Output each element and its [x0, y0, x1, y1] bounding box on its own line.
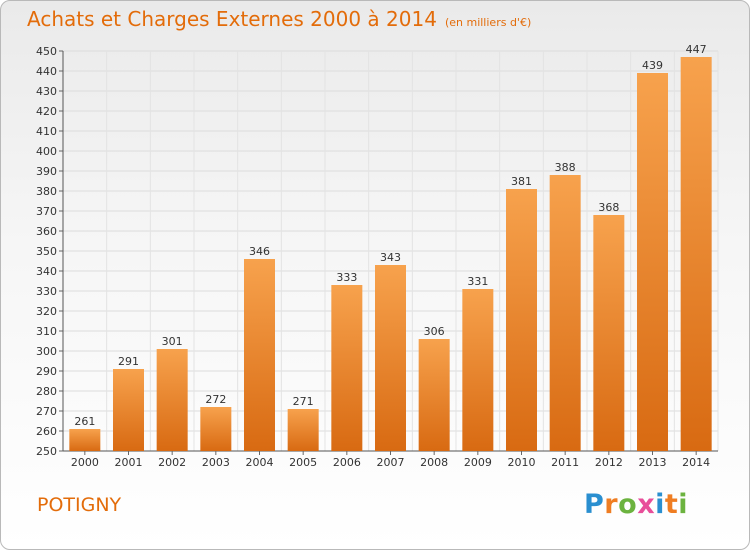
y-tick-label: 310 [36, 325, 57, 338]
bar-2012 [593, 215, 625, 451]
x-tick-label: 2003 [202, 456, 230, 469]
y-tick-label: 340 [36, 265, 57, 278]
value-label-2008: 306 [424, 325, 445, 338]
value-label-2000: 261 [74, 415, 95, 428]
value-label-2005: 271 [293, 395, 314, 408]
y-tick-label: 430 [36, 85, 57, 98]
bar-2011 [549, 175, 581, 451]
labels: 250 260 270 280 290 300 310 320 330 340 350 360 370 3… [36, 43, 710, 469]
value-label-2010: 381 [511, 175, 532, 188]
bar-2010 [506, 189, 537, 451]
value-label-2004: 346 [249, 245, 270, 258]
x-tick-label: 2000 [71, 456, 99, 469]
x-tick-label: 2012 [595, 456, 623, 469]
bar-2008 [418, 339, 450, 451]
y-tick-label: 420 [36, 105, 57, 118]
chart-title-main: Achats et Charges Externes 2000 à 2014 [27, 7, 437, 31]
y-tick-label: 290 [36, 365, 57, 378]
value-label-2003: 272 [205, 393, 226, 406]
y-tick-label: 450 [36, 45, 57, 58]
value-label-2012: 368 [598, 201, 619, 214]
bar-2005 [287, 409, 319, 451]
chart-title: Achats et Charges Externes 2000 à 2014 (e… [27, 7, 531, 31]
value-label-2009: 331 [467, 275, 488, 288]
logo-letter: x [637, 489, 656, 520]
bar-2001 [113, 369, 144, 451]
value-label-2006: 333 [336, 271, 357, 284]
y-tick-label: 320 [36, 305, 57, 318]
proxiti-logo: Proxiti [584, 489, 688, 520]
bar-2006 [331, 285, 363, 451]
x-tick-label: 2001 [115, 456, 143, 469]
logo-letter: r [604, 489, 619, 520]
y-tick-label: 330 [36, 285, 57, 298]
x-tick-label: 2008 [420, 456, 448, 469]
x-tick-label: 2002 [158, 456, 186, 469]
bar-2002 [156, 349, 188, 451]
bar-2009 [462, 289, 494, 451]
y-tick-label: 370 [36, 205, 57, 218]
y-tick-label: 300 [36, 345, 57, 358]
x-tick-label: 2004 [246, 456, 274, 469]
bars [69, 57, 712, 451]
value-label-2011: 388 [555, 161, 576, 174]
place-name: POTIGNY [37, 494, 122, 516]
x-tick-label: 2007 [377, 456, 405, 469]
bar-2003 [200, 407, 232, 451]
value-label-2002: 301 [162, 335, 183, 348]
bar-2004 [244, 259, 275, 451]
bar-2013 [637, 73, 668, 451]
y-tick-label: 440 [36, 65, 57, 78]
y-tick-label: 360 [36, 225, 57, 238]
logo-letter: P [584, 489, 605, 520]
x-tick-label: 2009 [464, 456, 492, 469]
x-tick-label: 2005 [289, 456, 317, 469]
bar-2014 [680, 57, 712, 451]
logo-letter: i [678, 489, 689, 520]
logo-letter: i [655, 489, 665, 520]
y-tick-label: 400 [36, 145, 57, 158]
y-tick-label: 350 [36, 245, 57, 258]
bar-2007 [375, 265, 406, 451]
logo-letter: o [618, 489, 638, 520]
y-tick-label: 280 [36, 385, 57, 398]
x-tick-label: 2010 [508, 456, 536, 469]
y-tick-label: 270 [36, 405, 57, 418]
y-tick-label: 250 [36, 445, 57, 458]
value-label-2001: 291 [118, 355, 139, 368]
logo-letter: t [664, 489, 679, 520]
y-tick-label: 380 [36, 185, 57, 198]
bar-2000 [69, 429, 101, 451]
value-label-2007: 343 [380, 251, 401, 264]
x-tick-label: 2006 [333, 456, 361, 469]
y-tick-label: 260 [36, 425, 57, 438]
y-tick-label: 390 [36, 165, 57, 178]
value-label-2014: 447 [686, 43, 707, 56]
value-label-2013: 439 [642, 59, 663, 72]
chart-subtitle: (en milliers d'€) [444, 16, 532, 29]
x-tick-label: 2014 [682, 456, 710, 469]
y-tick-label: 410 [36, 125, 57, 138]
x-tick-label: 2011 [551, 456, 579, 469]
x-tick-label: 2013 [639, 456, 667, 469]
